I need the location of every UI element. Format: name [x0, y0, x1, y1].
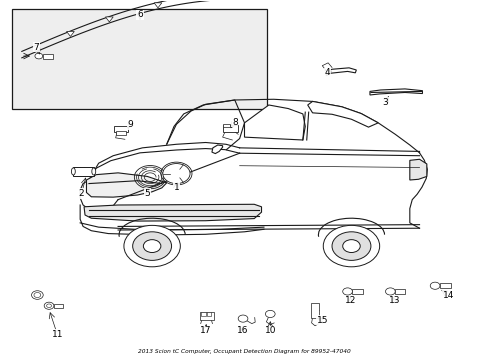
FancyBboxPatch shape: [12, 9, 267, 109]
Bar: [352, 289, 363, 294]
Circle shape: [323, 225, 379, 267]
Ellipse shape: [71, 168, 75, 175]
Bar: [222, 125, 238, 132]
Circle shape: [132, 232, 171, 260]
Circle shape: [123, 225, 180, 267]
Text: 7: 7: [34, 42, 39, 51]
Circle shape: [385, 288, 394, 295]
Polygon shape: [307, 102, 377, 127]
Polygon shape: [193, 0, 201, 1]
Text: 1: 1: [173, 183, 179, 192]
Bar: [114, 126, 127, 132]
Bar: [394, 289, 404, 294]
Circle shape: [44, 302, 54, 309]
Circle shape: [342, 288, 352, 295]
Bar: [54, 303, 62, 308]
Text: 11: 11: [51, 330, 63, 339]
Polygon shape: [409, 159, 426, 180]
Polygon shape: [66, 31, 74, 36]
Circle shape: [331, 232, 370, 260]
Text: 17: 17: [200, 326, 211, 335]
Circle shape: [31, 291, 43, 299]
Circle shape: [34, 293, 41, 297]
Text: 12: 12: [344, 296, 355, 305]
Circle shape: [46, 304, 51, 307]
Bar: [42, 54, 53, 59]
Text: 4: 4: [324, 68, 329, 77]
Circle shape: [429, 282, 439, 289]
Text: 14: 14: [442, 291, 453, 300]
Circle shape: [238, 315, 247, 322]
Polygon shape: [105, 17, 113, 22]
Circle shape: [169, 168, 183, 179]
Text: 15: 15: [316, 315, 327, 324]
Text: 8: 8: [231, 118, 237, 127]
Bar: [73, 167, 94, 176]
Polygon shape: [244, 105, 305, 140]
Polygon shape: [211, 145, 222, 154]
Text: 5: 5: [144, 189, 150, 198]
Text: 10: 10: [264, 326, 275, 335]
Bar: [116, 131, 126, 135]
Bar: [439, 283, 450, 288]
Circle shape: [143, 240, 161, 252]
Polygon shape: [325, 68, 356, 75]
Bar: [206, 312, 211, 316]
Circle shape: [342, 240, 360, 252]
Text: 16: 16: [237, 326, 248, 335]
Text: 3: 3: [382, 98, 387, 107]
Text: 6: 6: [137, 10, 142, 19]
Bar: [222, 123, 230, 127]
Bar: [310, 303, 318, 318]
Bar: [200, 312, 214, 320]
Circle shape: [265, 310, 275, 318]
Text: 2: 2: [79, 189, 84, 198]
Polygon shape: [84, 204, 261, 221]
Circle shape: [163, 163, 190, 184]
Polygon shape: [154, 3, 162, 8]
Text: 2013 Scion tC Computer, Occupant Detection Diagram for 89952-47040: 2013 Scion tC Computer, Occupant Detecti…: [138, 349, 350, 354]
Polygon shape: [86, 173, 166, 197]
Text: 13: 13: [387, 296, 399, 305]
Polygon shape: [369, 89, 422, 95]
Text: 9: 9: [127, 120, 133, 129]
Bar: [201, 312, 205, 316]
Circle shape: [35, 53, 42, 59]
Ellipse shape: [92, 168, 96, 175]
